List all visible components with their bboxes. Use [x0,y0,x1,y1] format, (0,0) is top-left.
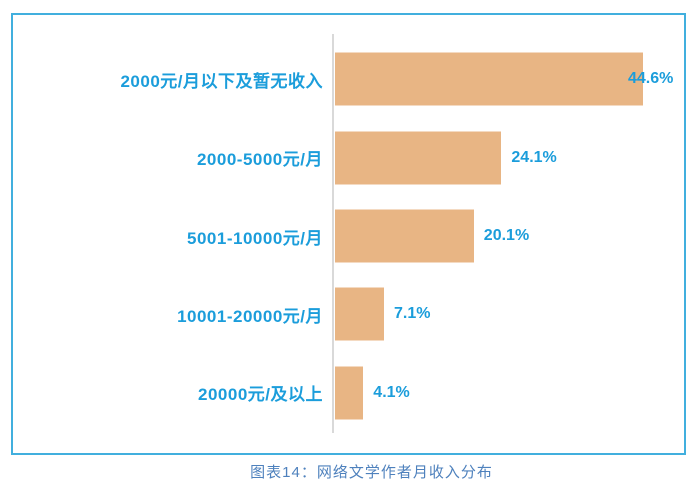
bar-zone: 7.1% [335,275,684,353]
bar-zone: 4.1% [335,354,684,432]
bar [335,52,643,106]
value-label: 4.1% [373,383,410,401]
value-label: 44.6% [628,70,674,88]
category-label: 20000元/及以上 [198,385,323,405]
category-axis-line [332,34,334,433]
plot-area: 2000元/月以下及暂无收入 44.6% 2000-5000元/月 24.1% 5001… [13,40,684,432]
value-label: 24.1% [511,148,557,166]
chart-frame: 2000元/月以下及暂无收入 44.6% 2000-5000元/月 24.1% 5001… [11,13,686,455]
category-label: 2000-5000元/月 [196,150,323,170]
value-label: 20.1% [483,227,530,245]
bar-row: 10001-20000元/月 7.1% [13,275,684,353]
bar-row: 5001-10000元/月 20.1% [13,197,684,275]
bar-row: 2000元/月以下及暂无收入 44.6% [13,40,684,118]
bar-zone: 44.6% [335,40,684,118]
bar-row: 2000-5000元/月 24.1% [13,118,684,196]
bar [335,287,384,341]
category-label: 2000元/月以下及暂无收入 [120,71,323,91]
chart-caption: 图表14：网络文学作者月收入分布 [250,464,493,481]
bar-row: 20000元/及以上 4.1% [13,354,684,432]
category-label: 5001-10000元/月 [187,228,323,248]
bar [335,209,474,263]
bar-zone: 24.1% [335,118,684,196]
bar [335,366,364,420]
bar [335,131,502,185]
value-label: 7.1% [394,305,431,323]
category-label: 10001-20000元/月 [177,306,323,326]
bar-zone: 20.1% [335,197,684,275]
